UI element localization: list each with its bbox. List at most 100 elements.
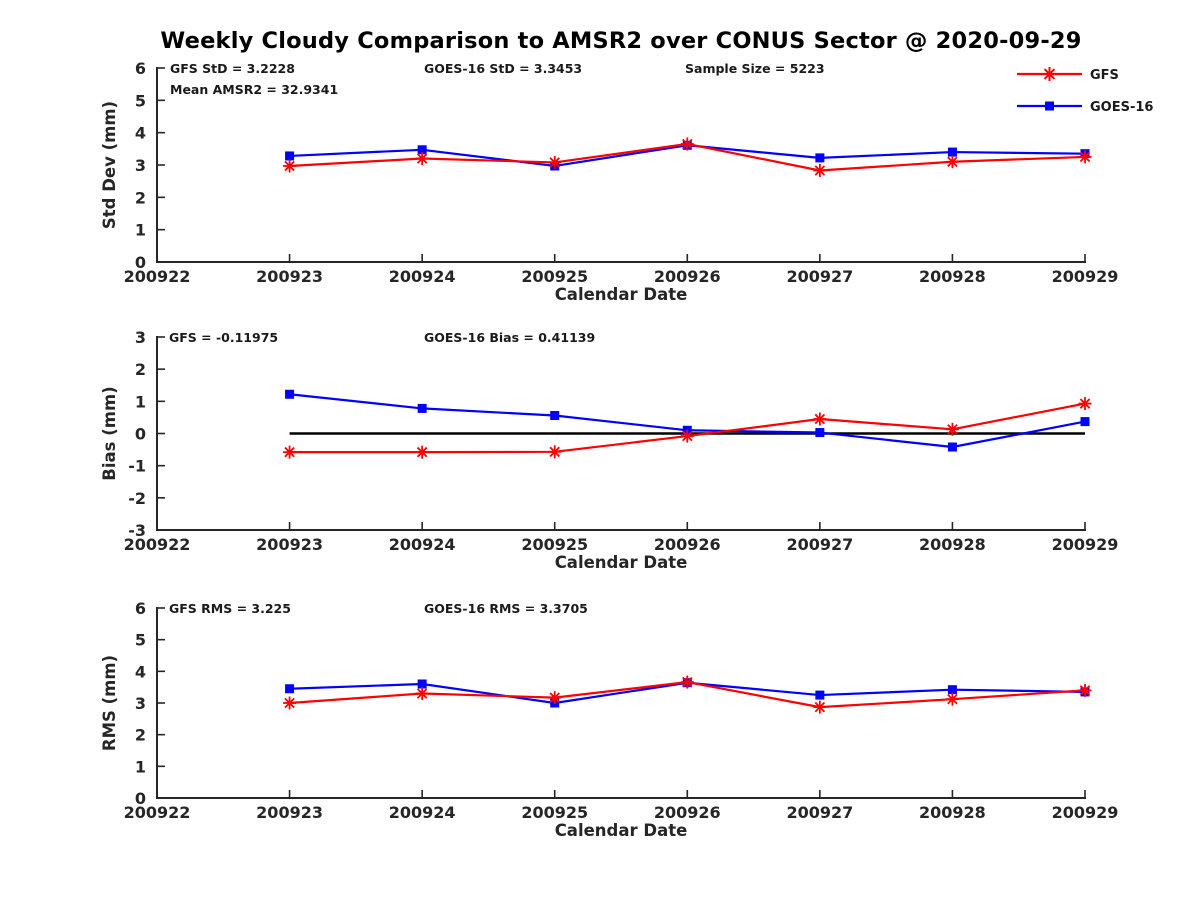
x-tick-label: 200928	[919, 803, 986, 822]
square-marker	[417, 679, 427, 689]
x-tick-label: 200928	[919, 535, 986, 554]
y-tick-label: 2	[135, 188, 146, 207]
star-marker	[548, 691, 562, 705]
y-axis-label: Std Dev (mm)	[100, 101, 119, 229]
y-tick-label: -1	[128, 457, 146, 476]
x-tick-label: 200929	[1052, 267, 1119, 286]
subplot-stddev: 0 1 2 3 4 5 6 200922 200923 200924 200925 200926 200…	[100, 59, 1118, 304]
x-tick-label: 200923	[256, 535, 323, 554]
y-tick-label: 5	[135, 91, 146, 110]
x-axis-label: Calendar Date	[555, 553, 688, 572]
star-marker	[415, 445, 429, 459]
y-tick-label: 4	[135, 124, 146, 143]
x-tick-label: 200925	[521, 803, 588, 822]
square-marker	[947, 147, 957, 157]
stat-annotation: GOES-16 StD = 3.3453	[424, 61, 582, 76]
x-tick-label: 200923	[256, 267, 323, 286]
chart-title: Weekly Cloudy Comparison to AMSR2 over C…	[160, 28, 1082, 54]
y-tick-label: 1	[135, 392, 146, 411]
square-marker	[947, 685, 957, 695]
y-tick-label: -3	[128, 521, 146, 540]
y-tick-label: 0	[135, 425, 146, 444]
star-marker	[283, 159, 297, 173]
x-tick-label: 200926	[654, 535, 721, 554]
square-marker	[285, 684, 295, 694]
stat-annotation: GFS RMS = 3.225	[169, 601, 291, 616]
star-marker	[415, 152, 429, 166]
star-marker	[813, 700, 827, 714]
y-tick-label: 0	[135, 789, 146, 808]
star-marker	[680, 137, 694, 151]
subplot-bias: -3 -2 -1 0 1 2 3 200922 200923 200924 200925 200926…	[100, 328, 1118, 572]
x-axis-label: Calendar Date	[555, 821, 688, 840]
y-tick-label: 2	[135, 360, 146, 379]
square-marker	[417, 145, 427, 155]
x-tick-label: 200922	[124, 267, 191, 286]
y-tick-label: 3	[135, 328, 146, 347]
square-marker	[285, 389, 295, 399]
star-marker	[1042, 67, 1057, 81]
y-axis-label: RMS (mm)	[100, 655, 119, 751]
stat-annotation: GOES-16 RMS = 3.3705	[424, 601, 588, 616]
legend-label-goes-16: GOES-16	[1090, 100, 1153, 115]
x-tick-label: 200926	[654, 803, 721, 822]
y-tick-label: -2	[128, 489, 146, 508]
star-marker	[1078, 397, 1092, 411]
star-marker	[283, 696, 297, 710]
square-marker	[417, 403, 427, 413]
square-marker	[550, 410, 560, 420]
star-marker	[680, 429, 694, 443]
x-tick-label: 200924	[389, 803, 456, 822]
x-tick-label: 200929	[1052, 803, 1119, 822]
square-marker	[1080, 417, 1090, 427]
star-marker	[680, 675, 694, 689]
y-tick-label: 2	[135, 726, 146, 745]
y-tick-label: 0	[135, 253, 146, 272]
star-marker	[548, 155, 562, 169]
x-tick-label: 200929	[1052, 535, 1119, 554]
star-marker	[1078, 150, 1092, 164]
square-marker	[815, 153, 825, 163]
star-marker	[945, 422, 959, 436]
star-marker	[548, 445, 562, 459]
stat-annotation: Sample Size = 5223	[685, 61, 825, 76]
x-tick-label: 200927	[786, 535, 853, 554]
x-tick-label: 200925	[521, 267, 588, 286]
subplot-rms: 0 1 2 3 4 5 6 200922 200923 200924 200925 200926 200…	[100, 599, 1118, 840]
y-tick-label: 3	[135, 694, 146, 713]
y-tick-label: 6	[135, 599, 146, 618]
stat-annotation: Mean AMSR2 = 32.9341	[170, 82, 338, 97]
x-tick-label: 200925	[521, 535, 588, 554]
x-tick-label: 200922	[124, 535, 191, 554]
y-tick-label: 1	[135, 221, 146, 240]
square-marker	[815, 428, 825, 438]
y-axis-label: Bias (mm)	[100, 386, 119, 480]
star-marker	[283, 445, 297, 459]
x-tick-label: 200924	[389, 267, 456, 286]
y-tick-label: 5	[135, 631, 146, 650]
legend: GFS GOES-16	[1017, 67, 1153, 115]
x-axis-label: Calendar Date	[555, 285, 688, 304]
stat-annotation: GOES-16 Bias = 0.41139	[424, 330, 595, 345]
star-marker	[945, 155, 959, 169]
square-marker	[1045, 101, 1054, 111]
y-tick-label: 6	[135, 59, 146, 78]
y-tick-label: 1	[135, 757, 146, 776]
square-marker	[815, 690, 825, 700]
square-marker	[947, 442, 957, 452]
x-tick-label: 200926	[654, 267, 721, 286]
square-marker	[285, 151, 295, 161]
x-tick-label: 200927	[786, 803, 853, 822]
x-tick-label: 200922	[124, 803, 191, 822]
star-marker	[415, 687, 429, 700]
x-tick-label: 200923	[256, 803, 323, 822]
x-tick-label: 200927	[786, 267, 853, 286]
stat-annotation: GFS = -0.11975	[169, 330, 278, 345]
star-marker	[813, 412, 827, 426]
star-marker	[813, 163, 827, 177]
x-tick-label: 200924	[389, 535, 456, 554]
y-tick-label: 3	[135, 156, 146, 175]
star-marker	[1078, 683, 1092, 697]
